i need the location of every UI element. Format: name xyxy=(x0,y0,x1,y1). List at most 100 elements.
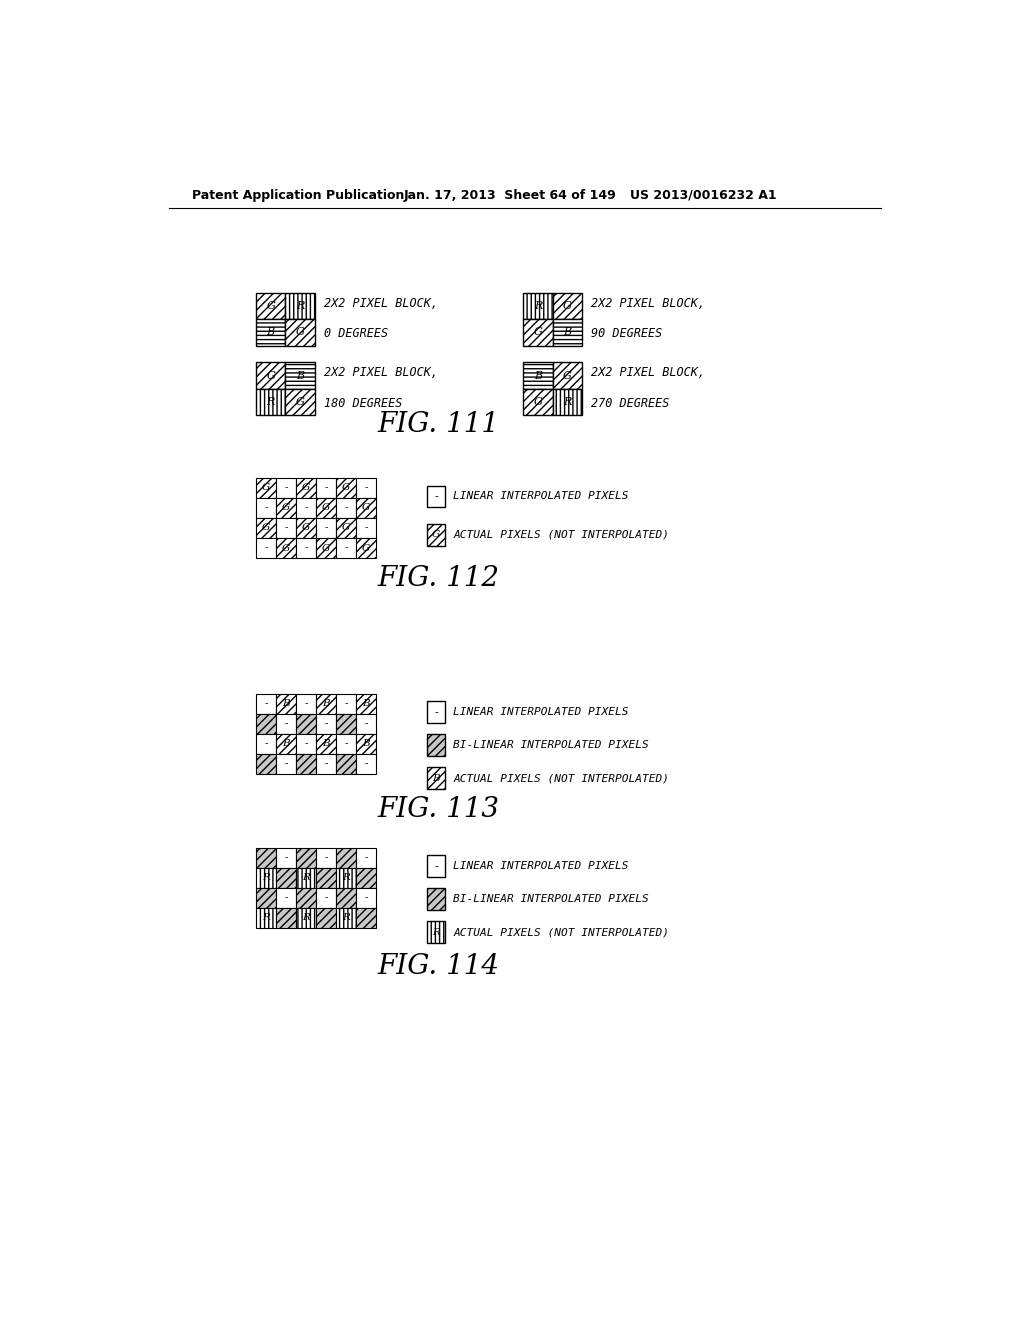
Text: 90 DEGREES: 90 DEGREES xyxy=(591,327,663,341)
Text: 2X2 PIXEL BLOCK,: 2X2 PIXEL BLOCK, xyxy=(591,297,705,310)
Bar xyxy=(356,847,376,867)
Bar xyxy=(316,714,336,734)
Bar xyxy=(427,524,445,545)
Text: G: G xyxy=(563,371,571,380)
Text: B: B xyxy=(432,774,440,783)
Bar xyxy=(356,908,376,928)
Text: R: R xyxy=(262,913,270,923)
Text: B: B xyxy=(283,700,290,708)
Text: B: B xyxy=(534,371,542,380)
Bar xyxy=(553,319,582,346)
Text: -: - xyxy=(325,759,328,768)
Text: -: - xyxy=(344,503,348,512)
Bar xyxy=(276,539,296,558)
Bar xyxy=(296,887,316,908)
Text: ACTUAL PIXELS (NOT INTERPOLATED): ACTUAL PIXELS (NOT INTERPOLATED) xyxy=(454,529,670,540)
Bar xyxy=(286,363,314,388)
Bar xyxy=(256,319,286,346)
Bar xyxy=(276,847,296,867)
Text: B: B xyxy=(266,327,274,338)
Bar xyxy=(296,908,316,928)
Text: 270 DEGREES: 270 DEGREES xyxy=(591,396,670,409)
Bar xyxy=(276,867,296,887)
Bar xyxy=(553,293,582,319)
Bar xyxy=(296,867,316,887)
Bar xyxy=(553,388,582,414)
Text: FIG. 113: FIG. 113 xyxy=(378,796,500,822)
Text: R: R xyxy=(534,301,542,312)
Bar xyxy=(316,478,336,498)
Bar xyxy=(316,754,336,774)
Text: FIG. 112: FIG. 112 xyxy=(378,565,500,591)
Bar xyxy=(256,498,276,517)
Text: LINEAR INTERPOLATED PIXELS: LINEAR INTERPOLATED PIXELS xyxy=(454,708,629,717)
Text: 2X2 PIXEL BLOCK,: 2X2 PIXEL BLOCK, xyxy=(324,297,438,310)
Text: R: R xyxy=(342,873,350,882)
Text: -: - xyxy=(344,700,348,708)
Text: G: G xyxy=(362,503,371,512)
Bar xyxy=(256,734,276,754)
Text: -: - xyxy=(365,524,368,532)
Text: -: - xyxy=(344,544,348,553)
Text: -: - xyxy=(434,491,438,502)
Bar xyxy=(276,478,296,498)
Bar xyxy=(336,478,356,498)
Text: ACTUAL PIXELS (NOT INTERPOLATED): ACTUAL PIXELS (NOT INTERPOLATED) xyxy=(454,774,670,783)
Text: 2X2 PIXEL BLOCK,: 2X2 PIXEL BLOCK, xyxy=(591,367,705,379)
Bar xyxy=(296,734,316,754)
Text: G: G xyxy=(266,371,275,380)
Text: LINEAR INTERPOLATED PIXELS: LINEAR INTERPOLATED PIXELS xyxy=(454,491,629,502)
Bar xyxy=(296,847,316,867)
Bar xyxy=(427,767,445,789)
Bar xyxy=(336,887,356,908)
Text: -: - xyxy=(285,483,288,492)
Text: G: G xyxy=(534,397,543,407)
Text: Jan. 17, 2013  Sheet 64 of 149: Jan. 17, 2013 Sheet 64 of 149 xyxy=(403,189,616,202)
Text: -: - xyxy=(264,503,268,512)
Text: ACTUAL PIXELS (NOT INTERPOLATED): ACTUAL PIXELS (NOT INTERPOLATED) xyxy=(454,927,670,937)
Bar xyxy=(316,887,336,908)
Text: G: G xyxy=(282,544,290,553)
Text: -: - xyxy=(434,861,438,871)
Text: R: R xyxy=(262,873,270,882)
Bar xyxy=(316,498,336,517)
Bar xyxy=(256,517,276,539)
Text: G: G xyxy=(432,531,440,540)
Bar xyxy=(427,921,445,942)
Text: G: G xyxy=(266,301,275,312)
Bar xyxy=(276,517,296,539)
Text: G: G xyxy=(302,524,310,532)
Bar xyxy=(276,498,296,517)
Bar xyxy=(336,498,356,517)
Text: -: - xyxy=(264,544,268,553)
Bar xyxy=(276,734,296,754)
Bar xyxy=(523,319,553,346)
Bar xyxy=(316,867,336,887)
Text: R: R xyxy=(563,397,571,407)
Text: G: G xyxy=(262,483,270,492)
Bar xyxy=(276,908,296,928)
Text: -: - xyxy=(365,894,368,902)
Text: BI-LINEAR INTERPOLATED PIXELS: BI-LINEAR INTERPOLATED PIXELS xyxy=(454,894,649,904)
Bar xyxy=(316,517,336,539)
Bar xyxy=(256,754,276,774)
Bar xyxy=(336,517,356,539)
Text: G: G xyxy=(322,544,331,553)
Bar xyxy=(427,701,445,723)
Bar xyxy=(276,693,296,714)
Bar xyxy=(256,714,276,734)
Bar xyxy=(256,363,286,388)
Text: FIG. 111: FIG. 111 xyxy=(378,411,500,437)
Text: G: G xyxy=(282,503,290,512)
Text: G: G xyxy=(262,524,270,532)
Bar xyxy=(296,714,316,734)
Text: -: - xyxy=(365,483,368,492)
Text: -: - xyxy=(304,544,308,553)
Text: -: - xyxy=(285,719,288,729)
Text: 180 DEGREES: 180 DEGREES xyxy=(324,396,402,409)
Text: G: G xyxy=(563,301,571,312)
Bar xyxy=(336,693,356,714)
Bar xyxy=(523,388,553,414)
Bar xyxy=(256,693,276,714)
Bar xyxy=(356,539,376,558)
